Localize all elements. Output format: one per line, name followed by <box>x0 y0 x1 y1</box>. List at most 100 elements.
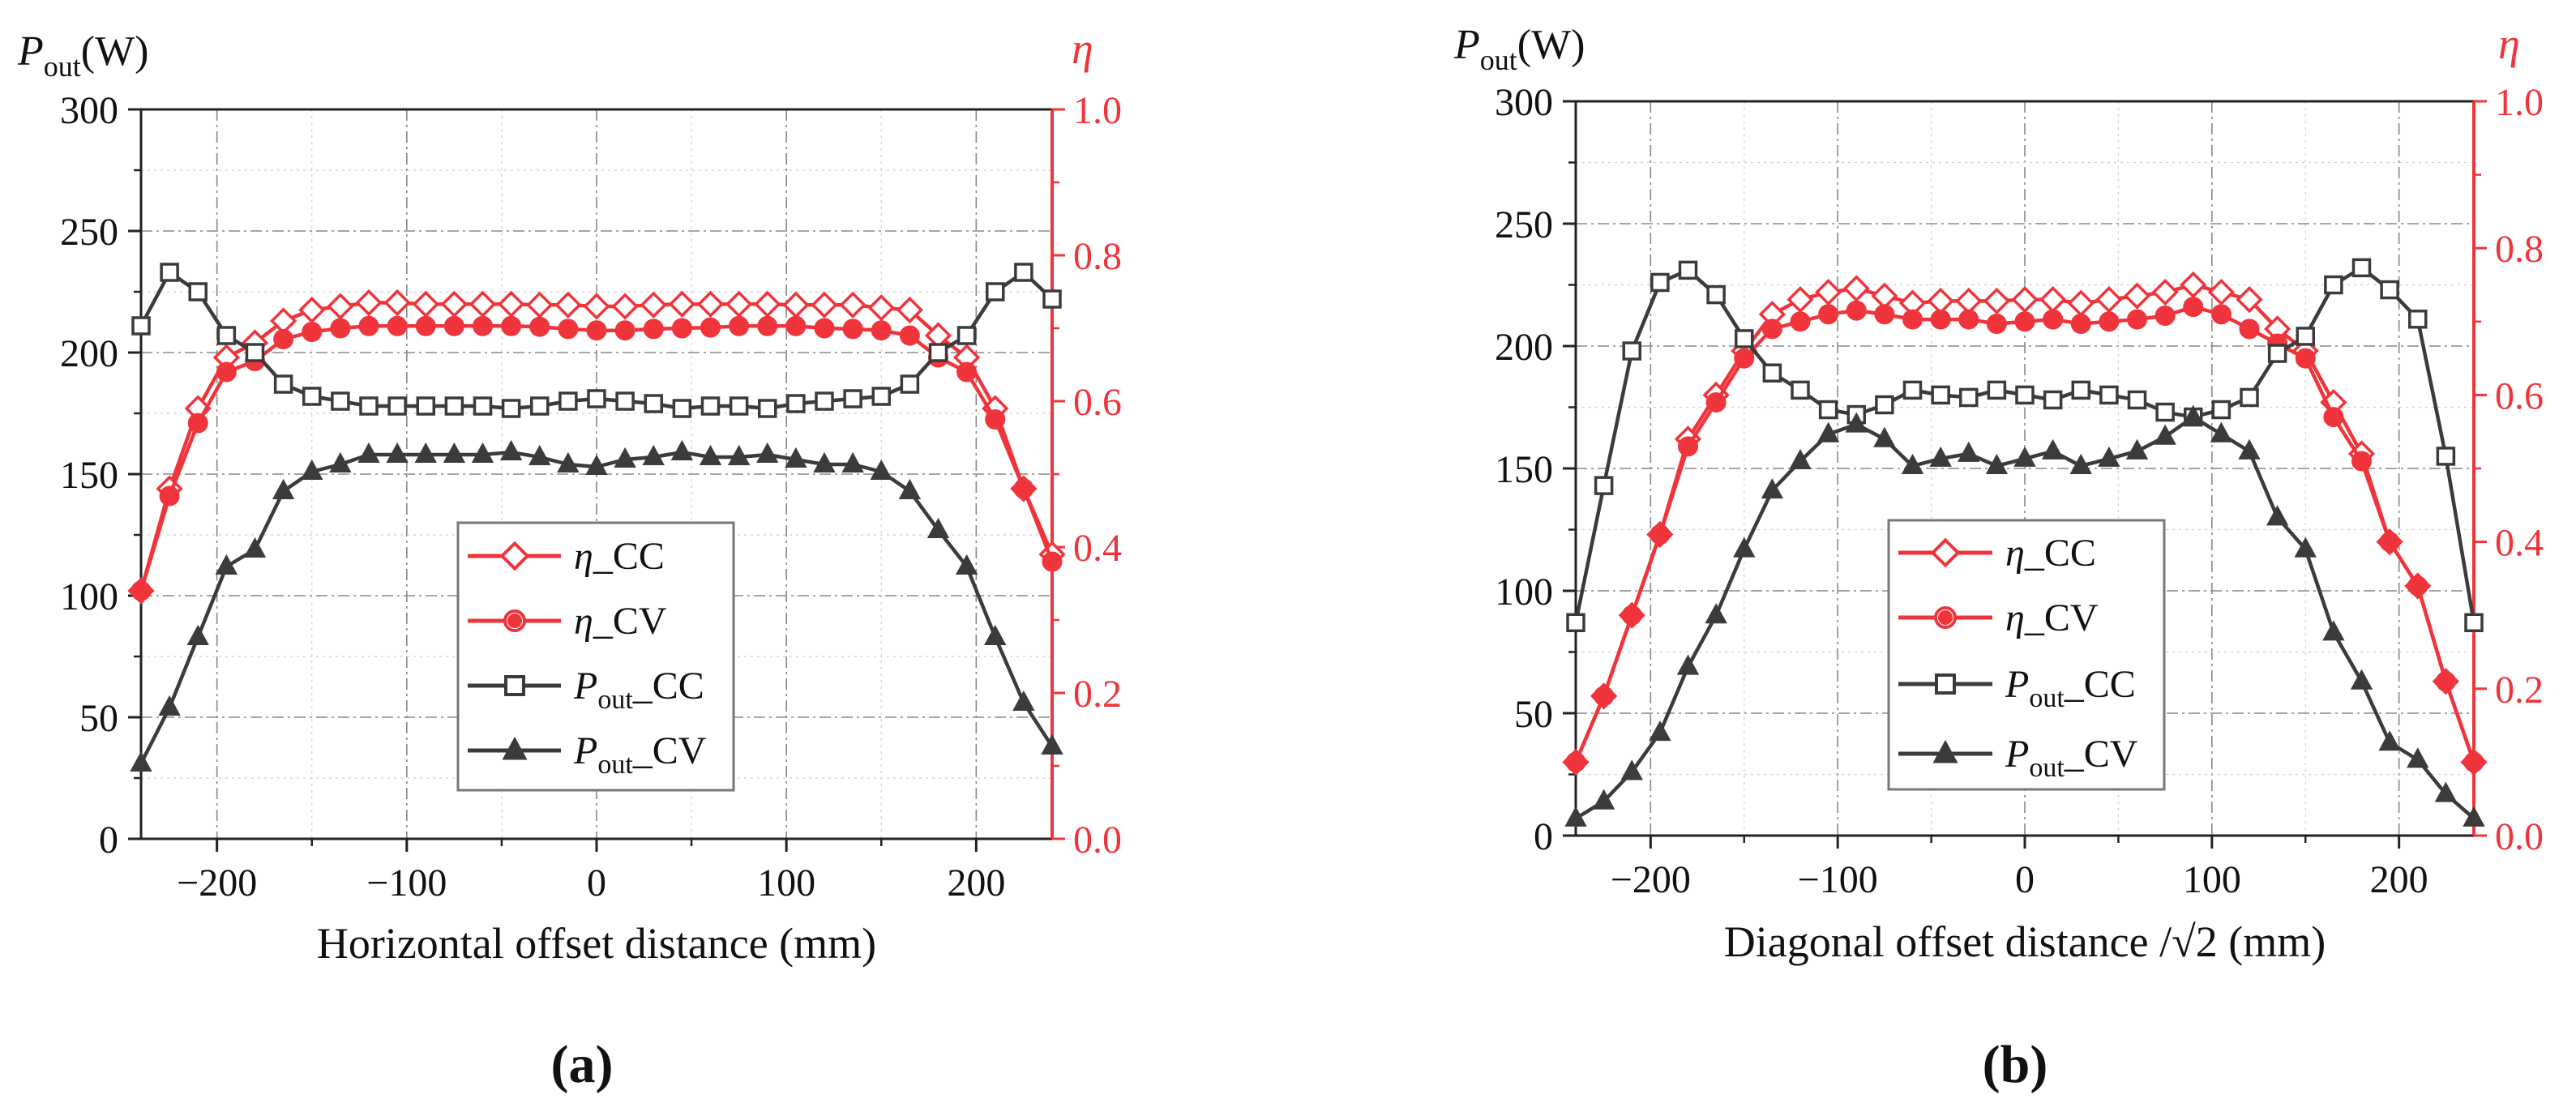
x-tick-label: 0 <box>587 862 606 904</box>
data-point <box>1871 282 1898 310</box>
data-point-outline <box>2014 311 2035 332</box>
data-point <box>357 442 380 463</box>
ticks-a: −200 −100 0 100 200 0 50 100 150 200 250 300 0.0 0.2 0… <box>60 89 1122 904</box>
data-point <box>896 296 923 324</box>
data-point <box>1983 287 2010 315</box>
data-point <box>2351 258 2372 278</box>
x-tick-label: −100 <box>1798 858 1878 901</box>
data-point <box>615 391 635 411</box>
data-point <box>2067 289 2095 317</box>
data-point <box>1735 329 1754 348</box>
data-point <box>1566 613 1585 633</box>
data-point <box>1787 286 1814 314</box>
x-tick-label: −200 <box>1611 858 1691 901</box>
data-point <box>2071 380 2090 400</box>
data-point <box>1649 720 1671 742</box>
data-point <box>1875 395 1894 415</box>
data-point <box>2180 271 2207 299</box>
data-point <box>387 396 407 416</box>
data-point <box>501 399 521 418</box>
data-point-outline <box>501 315 522 336</box>
data-point <box>2039 286 2067 314</box>
data-point <box>329 451 352 472</box>
data-point <box>956 326 977 345</box>
data-point <box>272 478 295 499</box>
data-point <box>841 451 864 472</box>
data-point-outline <box>729 315 750 336</box>
data-point <box>186 624 209 645</box>
data-point <box>1958 441 1980 462</box>
data-point <box>245 343 265 362</box>
legend-entry-eta-cv-a: η_CV <box>468 600 667 643</box>
data-point <box>2127 390 2147 410</box>
data-point-outline <box>2435 671 2456 692</box>
data-point <box>926 517 950 538</box>
ticks-b: −200 −100 0 100 200 0 50 100 150 200 250 300 0.0 0.2 0… <box>1495 81 2544 901</box>
data-point <box>2211 400 2232 420</box>
data-point <box>2099 385 2119 405</box>
data-point-outline <box>2183 297 2204 318</box>
data-point-outline <box>985 409 1006 430</box>
y-right-tick-label: 0.2 <box>1073 673 1122 716</box>
legend-entry-pout-cc-b: Pout_CC <box>1898 663 2136 713</box>
y-left-tick-label: 0 <box>99 819 118 862</box>
data-point <box>813 451 836 472</box>
y-left-tick-label: 150 <box>1495 448 1553 491</box>
y-left-tick-label: 250 <box>60 211 118 254</box>
data-point-outline <box>1874 304 1895 325</box>
series-a <box>127 263 1066 772</box>
legend-entry-pout-cv-b: Pout_CV <box>1898 733 2138 783</box>
data-point <box>2324 275 2343 295</box>
data-point <box>727 444 751 465</box>
data-point-outline <box>1650 524 1671 545</box>
data-point <box>2207 278 2235 306</box>
data-point-outline <box>131 580 152 601</box>
data-point-outline <box>1818 304 1839 325</box>
data-point-outline <box>614 320 635 341</box>
svg-text:η_CC: η_CC <box>2005 532 2096 575</box>
data-point <box>188 282 208 301</box>
data-point <box>359 396 379 416</box>
data-point <box>699 444 722 465</box>
data-point <box>270 307 297 335</box>
data-point-outline <box>2127 309 2147 330</box>
data-point <box>2350 669 2373 690</box>
data-point <box>2011 286 2039 314</box>
data-point-outline <box>814 318 835 339</box>
data-point <box>1620 759 1643 780</box>
data-point-outline <box>956 361 978 383</box>
data-point <box>1845 412 1868 433</box>
data-point <box>1842 275 1870 302</box>
data-point <box>672 399 692 418</box>
chart-panel-b: −200 −100 0 100 200 0 50 100 150 200 250 300 0.0 0.2 0… <box>1453 19 2544 1094</box>
data-point <box>898 478 922 499</box>
data-point <box>585 454 608 475</box>
data-point <box>2182 404 2205 425</box>
data-point <box>640 291 667 319</box>
data-point <box>1678 260 1698 280</box>
data-point <box>473 396 493 416</box>
data-point <box>2069 453 2092 474</box>
data-point <box>587 389 606 408</box>
data-point <box>811 291 838 319</box>
data-point-outline <box>785 315 807 336</box>
data-point <box>416 396 435 416</box>
y-right-tick-label: 0.6 <box>1073 381 1122 424</box>
y-right-tick-label: 0.2 <box>2495 669 2544 712</box>
y-left-tick-label: 300 <box>1495 81 1553 124</box>
data-point <box>1705 603 1727 624</box>
data-point-outline <box>1790 311 1811 332</box>
series-pout-cv-a <box>130 439 1063 772</box>
data-point <box>955 554 978 575</box>
data-point-outline <box>187 413 208 434</box>
data-point-outline <box>842 319 863 340</box>
data-point-outline <box>1621 605 1642 626</box>
data-point-outline <box>2379 532 2400 553</box>
data-point-outline <box>2351 451 2372 472</box>
data-point <box>1594 476 1614 495</box>
chart-panel-a: −200 −100 0 100 200 0 50 100 150 200 250 300 0.0 0.2 0… <box>17 24 1122 1094</box>
data-point <box>2013 446 2036 467</box>
data-point <box>2266 505 2289 526</box>
data-point <box>1733 537 1756 558</box>
right-axis-label-b: η <box>2498 19 2520 68</box>
